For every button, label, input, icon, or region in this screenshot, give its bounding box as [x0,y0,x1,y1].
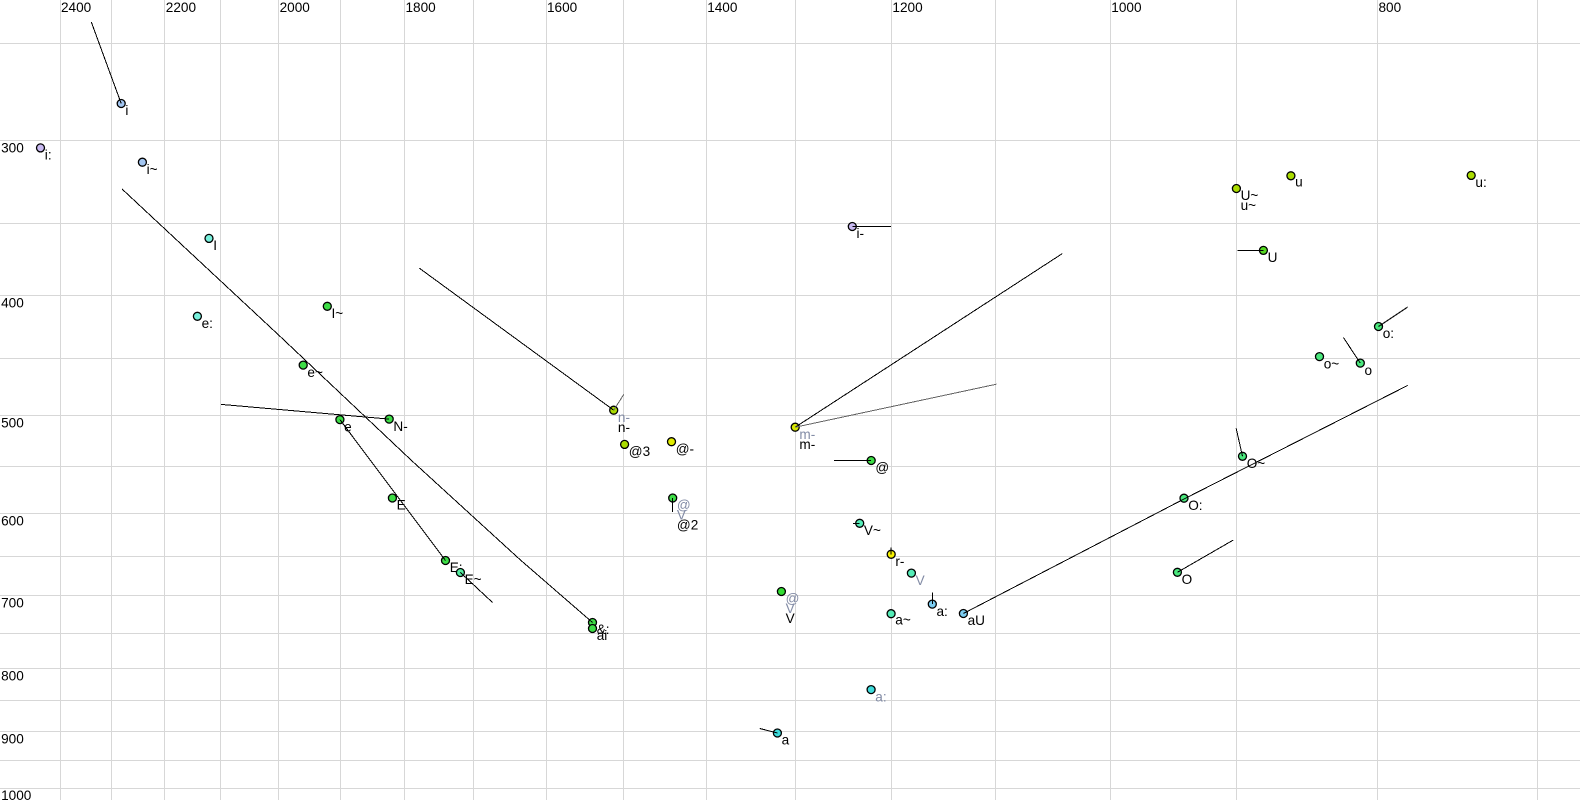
svg-text:N-: N- [393,419,407,434]
svg-text:@2: @2 [677,518,698,533]
svg-text:m-: m- [799,427,815,442]
svg-text:u~: u~ [1241,198,1257,213]
svg-text:o: o [1365,363,1373,378]
svg-text:aU: aU [968,613,985,628]
svg-text:O: O [1182,572,1193,587]
svg-text:a:: a: [875,689,886,704]
svg-text:o~: o~ [1324,356,1340,371]
svg-text:m-: m- [799,437,815,452]
svg-text:r-: r- [895,554,904,569]
svg-text:&:: &: [597,622,610,637]
svg-text:i:: i: [45,148,52,163]
svg-text:i: i [125,103,128,118]
svg-text:900: 900 [1,732,24,747]
svg-text:800: 800 [1379,0,1402,15]
svg-text:ai: ai [597,628,608,643]
svg-text:a:: a: [937,604,948,619]
svg-text:1000: 1000 [1,788,32,800]
svg-text:O:: O: [1188,498,1202,513]
svg-text:1600: 1600 [547,0,578,15]
svg-text:e:: e: [202,316,213,331]
svg-text:@-: @- [676,441,694,456]
svg-text:@: @ [677,498,691,513]
svg-text:a~: a~ [895,613,911,628]
svg-text:800: 800 [1,669,24,684]
svg-text:@3: @3 [629,444,650,459]
svg-text:I: I [213,238,217,253]
svg-text:2000: 2000 [280,0,311,15]
svg-text:n-: n- [618,420,630,435]
svg-text:e~: e~ [307,365,323,380]
svg-text:1800: 1800 [406,0,437,15]
svg-text:@: @ [875,460,889,475]
svg-text:600: 600 [1,514,24,529]
svg-text:400: 400 [1,296,24,311]
svg-text:V: V [786,611,795,626]
svg-text:u: u [1295,175,1303,190]
svg-text:E~: E~ [465,572,482,587]
svg-text:a: a [782,733,790,748]
svg-text:V~: V~ [864,523,881,538]
svg-text:o:: o: [1383,326,1394,341]
svg-text:U~: U~ [1241,188,1259,203]
svg-text:1400: 1400 [707,0,738,15]
svg-text:2200: 2200 [166,0,197,15]
svg-text:300: 300 [1,141,24,156]
svg-text:700: 700 [1,596,24,611]
svg-text:1000: 1000 [1111,0,1142,15]
svg-text:V: V [677,508,686,523]
svg-text:E: E [397,498,406,513]
svg-text:u:: u: [1475,175,1486,190]
svg-text:U: U [1268,250,1278,265]
svg-text:V: V [786,601,795,616]
svg-text:1200: 1200 [892,0,923,15]
svg-text:O~: O~ [1247,456,1266,471]
svg-text:i~: i~ [147,162,158,177]
svg-text:500: 500 [1,416,24,431]
svg-text:I~: I~ [332,306,344,321]
svg-text:e: e [344,419,352,434]
svg-text:@: @ [786,591,800,606]
svg-text:2400: 2400 [61,0,92,15]
svg-text:V: V [916,573,925,588]
svg-text:i-: i- [857,226,865,241]
svg-text:n-: n- [618,410,630,425]
